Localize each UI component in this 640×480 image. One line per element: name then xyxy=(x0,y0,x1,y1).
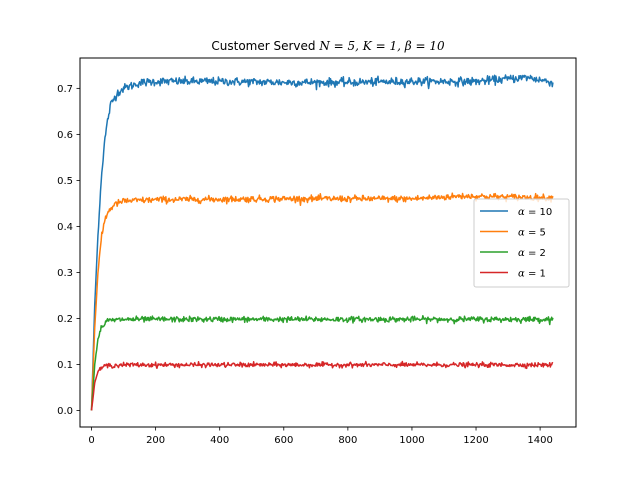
legend-label-symbol: α xyxy=(518,248,525,259)
y-tick-label: 0.0 xyxy=(57,406,73,417)
series-line-1 xyxy=(90,74,554,411)
legend-label: α = 5 xyxy=(518,228,546,239)
y-tick-label: 0.1 xyxy=(57,360,73,371)
chart-title: Customer Served N = 5, K = 1, β = 10 xyxy=(211,39,445,53)
legend: α = 10α = 5α = 2α = 1 xyxy=(473,198,570,288)
x-tick-label: 1400 xyxy=(527,435,552,446)
legend-label-symbol: α xyxy=(518,269,525,280)
legend-label: α = 1 xyxy=(518,269,546,280)
y-tick-label: 0.5 xyxy=(57,176,73,187)
x-tick-label: 400 xyxy=(210,435,229,446)
x-axis: 0 200 400 600 800 1000 1200 1400 xyxy=(88,427,553,446)
series-line-4 xyxy=(90,360,554,411)
y-tick-label: 0.7 xyxy=(57,84,73,95)
legend-frame xyxy=(473,198,570,288)
x-tick-label: 200 xyxy=(146,435,165,446)
legend-label-symbol: α xyxy=(518,207,525,218)
x-tick-label: 1000 xyxy=(399,435,424,446)
y-axis: 0.0 0.1 0.2 0.3 0.4 0.5 0.6 0.7 xyxy=(57,84,80,417)
legend-label-value: = 10 xyxy=(525,207,552,218)
x-tick-label: 800 xyxy=(338,435,357,446)
legend-label: α = 10 xyxy=(518,207,552,218)
legend-label-value: = 2 xyxy=(525,248,546,259)
title-text: Customer Served xyxy=(211,39,319,53)
legend-label: α = 2 xyxy=(518,248,546,259)
series-line-3 xyxy=(90,314,554,411)
legend-label-value: = 1 xyxy=(525,269,546,280)
x-tick-label: 1200 xyxy=(463,435,488,446)
x-tick-label: 0 xyxy=(88,435,94,446)
y-tick-label: 0.2 xyxy=(57,314,73,325)
legend-label-value: = 5 xyxy=(525,228,546,239)
legend-label-symbol: α xyxy=(518,228,525,239)
title-math: N = 5, K = 1, β = 10 xyxy=(318,39,445,53)
y-tick-label: 0.6 xyxy=(57,130,73,141)
y-tick-label: 0.3 xyxy=(57,268,73,279)
x-tick-label: 600 xyxy=(274,435,293,446)
plot-frame xyxy=(79,57,577,428)
y-tick-label: 0.4 xyxy=(57,222,73,233)
